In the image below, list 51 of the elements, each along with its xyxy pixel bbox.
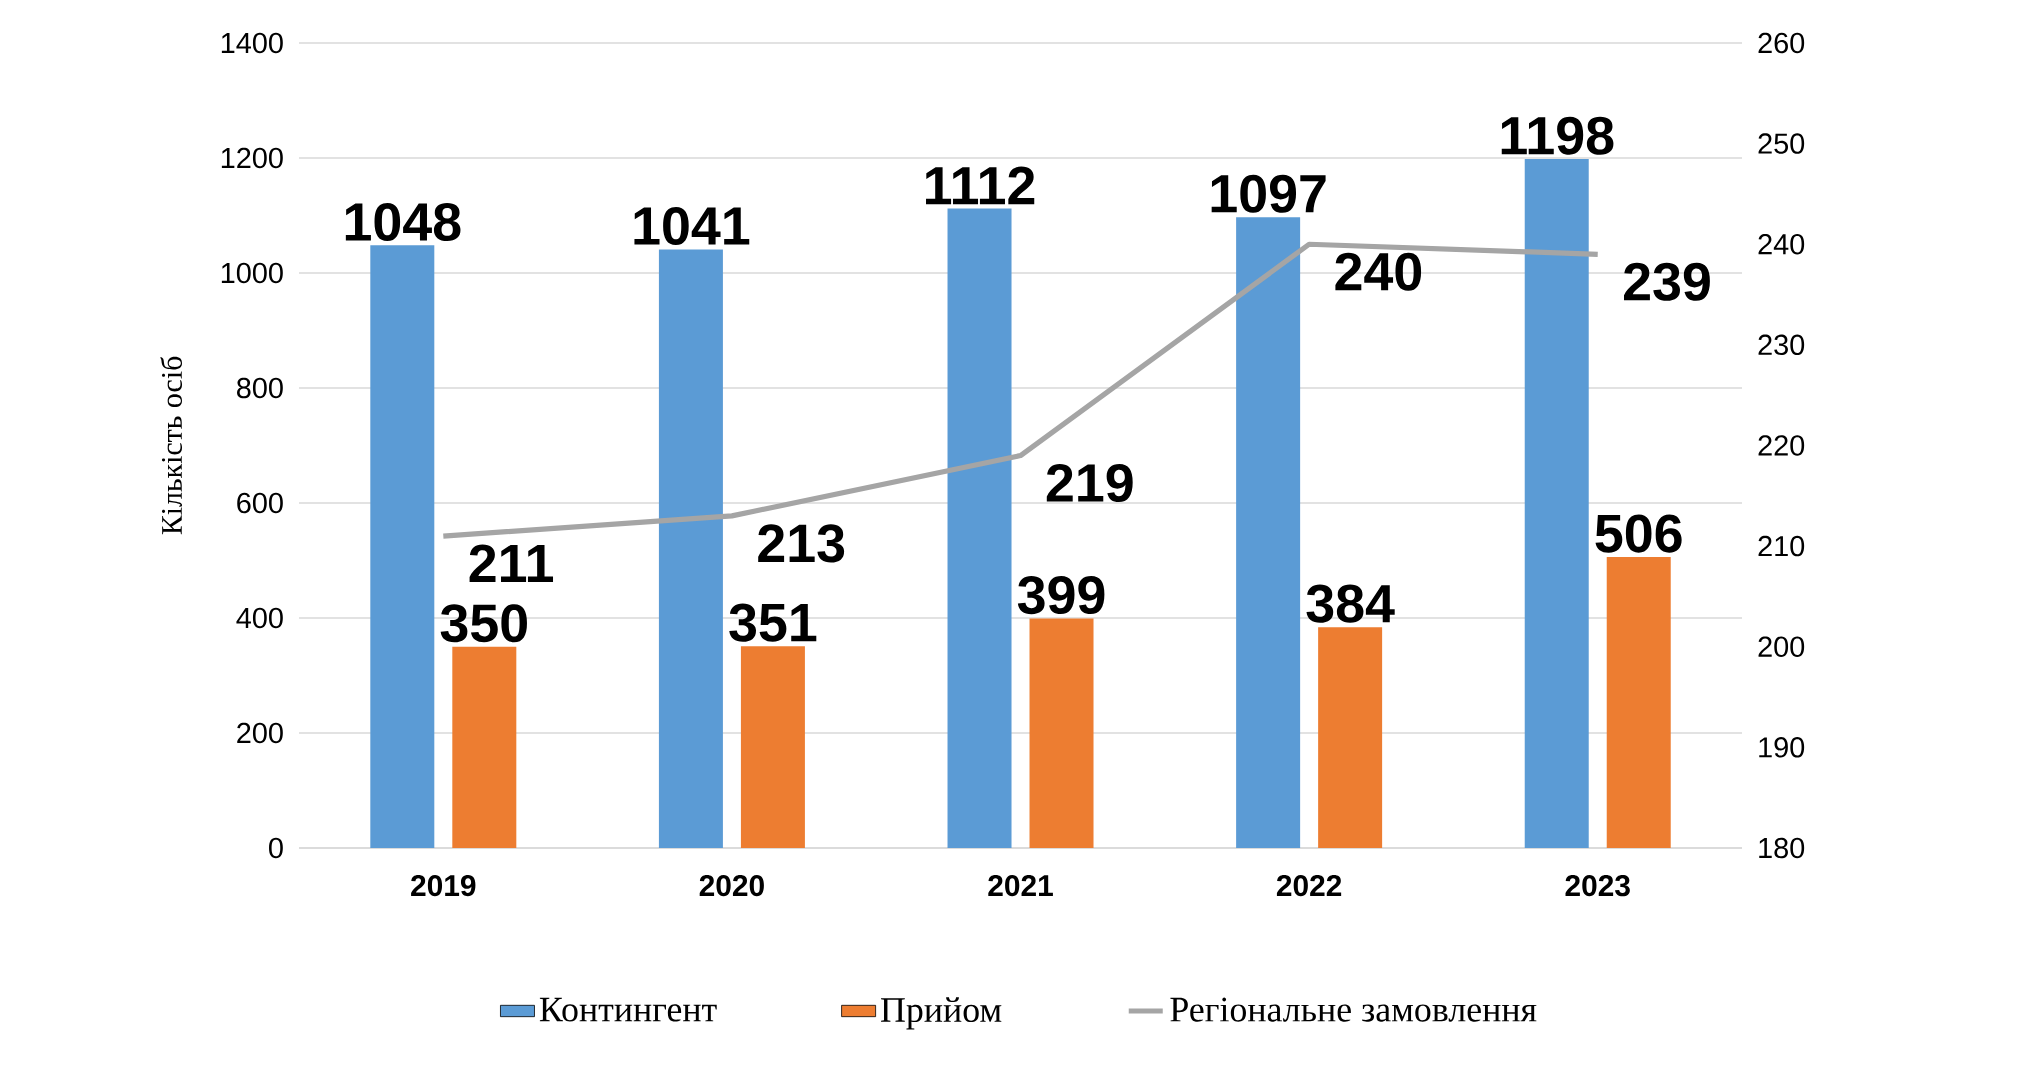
y-tick-label: 1400 — [221, 32, 283, 54]
bar — [740, 646, 805, 848]
y2-tick-label: 240 — [1758, 233, 1805, 255]
x-tick-label: 2021 — [988, 875, 1053, 897]
y2-tick-label: 200 — [1758, 636, 1805, 657]
data-label: 506 — [1595, 514, 1682, 553]
y-tick-label: 0 — [269, 837, 283, 859]
bar — [658, 249, 723, 848]
bar — [947, 208, 1012, 848]
y2-tick-label: 250 — [1758, 133, 1805, 154]
y2-tick-label: 180 — [1759, 837, 1805, 859]
y2-tick-label: 220 — [1758, 435, 1805, 456]
data-label: 219 — [1046, 463, 1133, 503]
bar — [1318, 627, 1383, 848]
x-tick-label: 2020 — [699, 875, 764, 897]
bar — [1606, 557, 1671, 848]
data-label: 1041 — [634, 206, 750, 245]
data-label: 240 — [1335, 252, 1422, 291]
bar — [1029, 618, 1094, 848]
data-label: 351 — [729, 603, 817, 642]
y-tick-label: 800 — [237, 377, 283, 399]
y2-tick-label: 210 — [1758, 535, 1805, 557]
bar — [370, 245, 435, 848]
data-label: 1097 — [1211, 174, 1326, 213]
data-label: 239 — [1624, 262, 1710, 301]
y-tick-label: 600 — [237, 492, 283, 514]
y-tick-label: 400 — [236, 607, 283, 629]
y2-tick-label: 260 — [1758, 32, 1805, 54]
y2-tick-label: 230 — [1758, 334, 1805, 356]
x-tick-label: 2022 — [1276, 875, 1342, 897]
bar — [1236, 217, 1301, 848]
bar — [1524, 159, 1589, 848]
y-tick-label: 1200 — [221, 147, 283, 169]
data-label: 399 — [1017, 575, 1105, 615]
y2-tick-label: 190 — [1759, 737, 1805, 758]
data-label: 1198 — [1501, 116, 1614, 155]
bar — [452, 646, 517, 848]
y-axis-title: Кількість осіб — [160, 356, 182, 535]
data-label: 213 — [758, 524, 845, 563]
legend-label: Регіональне замовлення — [1170, 997, 1537, 1022]
y-tick-label: 200 — [237, 722, 283, 744]
data-label: 1048 — [345, 202, 461, 241]
data-label: 350 — [440, 604, 527, 643]
y-tick-label: 1000 — [221, 262, 283, 284]
data-label: 1112 — [926, 166, 1035, 205]
legend-label: Контингент — [539, 997, 717, 1022]
x-tick-label: 2023 — [1565, 875, 1630, 897]
data-label: 384 — [1306, 584, 1395, 623]
legend-label: Прийом — [881, 997, 1002, 1030]
data-label: 211 — [469, 544, 554, 583]
x-tick-label: 2019 — [411, 875, 476, 897]
